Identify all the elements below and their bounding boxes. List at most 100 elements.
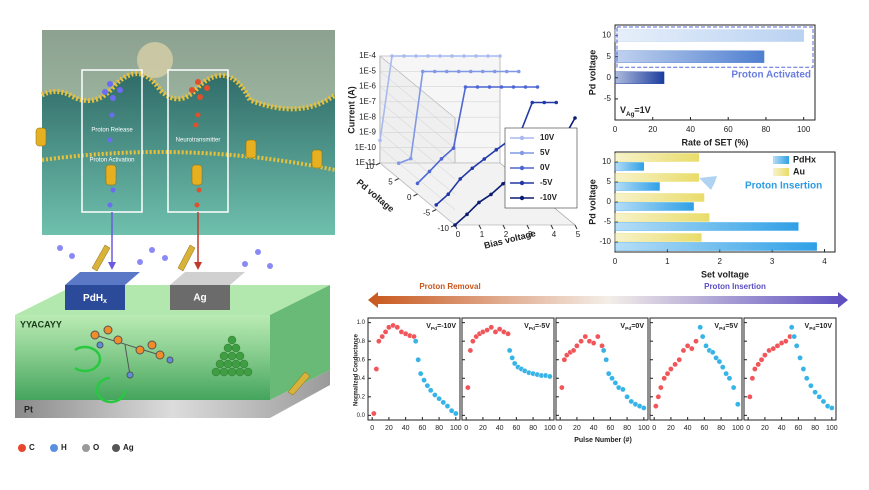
- data-point: [559, 384, 565, 391]
- x-tick-label: 1: [480, 230, 485, 239]
- probes: [91, 244, 311, 396]
- bar: [614, 50, 765, 63]
- legend-label: 0V: [540, 163, 550, 172]
- data-point: [793, 343, 800, 349]
- annotation: Proton Activated: [731, 70, 811, 81]
- data-point: [697, 324, 703, 331]
- label: VPd=-5V: [524, 323, 550, 332]
- data-point: [716, 358, 723, 365]
- data-point: [774, 343, 781, 349]
- data-point: [414, 54, 418, 58]
- data-point: [438, 54, 442, 58]
- data-point: [755, 361, 762, 368]
- x-tick: [550, 224, 554, 230]
- data-point: [465, 212, 469, 217]
- data-point: [752, 366, 758, 372]
- x-tick: [502, 224, 506, 230]
- arrow-head: [194, 262, 202, 270]
- data-point: [453, 410, 459, 417]
- y-tick-label: -5: [604, 94, 612, 103]
- data-point: [723, 370, 729, 377]
- data-point: [820, 398, 827, 405]
- x-tick-label: 40: [684, 425, 692, 432]
- label-part: V: [805, 323, 810, 330]
- data-point: [462, 54, 466, 58]
- x-tick-label: 60: [606, 425, 614, 432]
- data-point: [505, 330, 511, 337]
- legend-label: Au: [793, 166, 805, 176]
- vesicle: [137, 42, 173, 78]
- x-axis-label: Pulse Number (#): [574, 437, 632, 444]
- label-part: V: [620, 323, 625, 330]
- data-point: [570, 347, 577, 354]
- data-point: [664, 370, 671, 377]
- x-tick-label: 2: [718, 257, 723, 266]
- data-point: [719, 364, 726, 370]
- x-tick-label: 0: [456, 230, 461, 239]
- x-tick: [574, 224, 578, 230]
- z-tick-label: 10: [365, 162, 374, 171]
- rotation-arrow: [74, 345, 102, 373]
- data-point: [655, 394, 662, 400]
- pdhx-top: [65, 272, 140, 285]
- z-tick-label: 5: [388, 178, 393, 187]
- label-part: =1V: [634, 105, 650, 115]
- data-point: [463, 85, 468, 89]
- label-part: Pd: [529, 326, 535, 332]
- data-point: [693, 338, 699, 344]
- label-part: Pd: [809, 326, 815, 332]
- x-tick-label: 4: [822, 257, 827, 266]
- y-tick-label: 5: [607, 177, 612, 186]
- data-point: [516, 69, 521, 74]
- highlight-box: [616, 26, 814, 68]
- y-tick-label: 1E-6: [359, 82, 376, 91]
- legend-marker: [519, 165, 525, 171]
- data-point: [411, 333, 417, 340]
- membrane-lipids: [40, 71, 337, 112]
- data-point: [446, 192, 451, 197]
- data-point: [680, 347, 687, 354]
- data-point: [661, 375, 668, 382]
- x-tick-label: 2: [504, 230, 509, 239]
- y-tick-label: 0.8: [357, 339, 366, 345]
- data-point: [747, 394, 753, 400]
- data-point: [444, 69, 449, 74]
- data-point: [417, 370, 424, 377]
- label: VPd=0V: [620, 323, 644, 332]
- x-tick-label: 60: [700, 425, 708, 432]
- h-ions: [57, 245, 273, 269]
- y-tick-label: -10: [599, 237, 611, 246]
- data-point: [762, 352, 768, 358]
- label: Proton Release: [91, 128, 133, 134]
- x-tick-label: 100: [450, 425, 462, 432]
- y-tick-label: 1E-4: [359, 51, 376, 60]
- label-part: V: [426, 323, 431, 330]
- label-part: Pd: [431, 326, 437, 332]
- legend-label: 10V: [540, 133, 555, 142]
- x-tick-label: 80: [529, 425, 537, 432]
- y-axis-label: Pd voltage: [587, 50, 597, 96]
- z-tick-label: 0: [407, 193, 412, 202]
- data-point: [509, 355, 515, 361]
- plot-frame: [461, 317, 555, 421]
- x-tick-label: 20: [761, 425, 769, 432]
- bar: [614, 233, 702, 242]
- electrode-label: Ag: [193, 293, 206, 304]
- y-tick-label: 10: [602, 157, 611, 166]
- y-tick-label: 1E-5: [359, 66, 376, 75]
- data-point: [668, 366, 674, 372]
- legend-swatch: [773, 156, 789, 164]
- bar: [614, 193, 705, 202]
- z-tick: [394, 178, 399, 181]
- data-point: [439, 157, 444, 161]
- data-point: [458, 177, 463, 181]
- x-tick: [478, 224, 482, 230]
- rotation-arrow: [95, 376, 127, 404]
- data-point: [501, 181, 505, 186]
- y-tick-label: 1E-10: [355, 143, 377, 152]
- label-part: =-5V: [535, 323, 550, 330]
- data-point: [415, 356, 421, 363]
- electrode-label: PdHx: [83, 293, 107, 306]
- data-point: [480, 69, 485, 74]
